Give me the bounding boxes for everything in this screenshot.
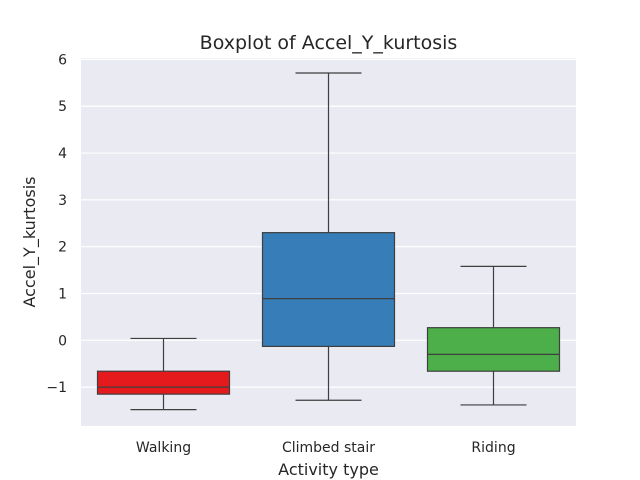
box-climbed-stair <box>261 72 396 401</box>
chart-title: Boxplot of Accel_Y_kurtosis <box>200 32 458 54</box>
x-axis-label: Activity type <box>278 460 379 479</box>
y-tick-label: 1 <box>58 287 67 303</box>
y-tick-label: 0 <box>58 333 67 349</box>
y-tick-label: 3 <box>58 193 67 209</box>
iqr-box <box>426 327 561 372</box>
iqr-box <box>261 232 396 348</box>
y-tick-label: 5 <box>58 99 67 115</box>
y-axis-label: Accel_Y_kurtosis <box>20 177 40 308</box>
iqr-box <box>96 370 231 395</box>
x-tick-label: Riding <box>471 440 515 456</box>
y-tick-label: −1 <box>46 380 67 396</box>
y-tick-label: 6 <box>58 52 67 68</box>
x-tick-label: Climbed stair <box>282 440 375 456</box>
boxes <box>96 72 561 411</box>
y-tick-labels: −1 0 1 2 3 4 5 6 <box>46 52 67 396</box>
box-riding <box>426 265 561 406</box>
x-tick-label: Walking <box>136 440 191 456</box>
y-tick-label: 2 <box>58 240 67 256</box>
box-walking <box>96 337 231 411</box>
x-tick-labels: Walking Climbed stair Riding <box>136 440 516 456</box>
y-tick-label: 4 <box>58 146 67 162</box>
